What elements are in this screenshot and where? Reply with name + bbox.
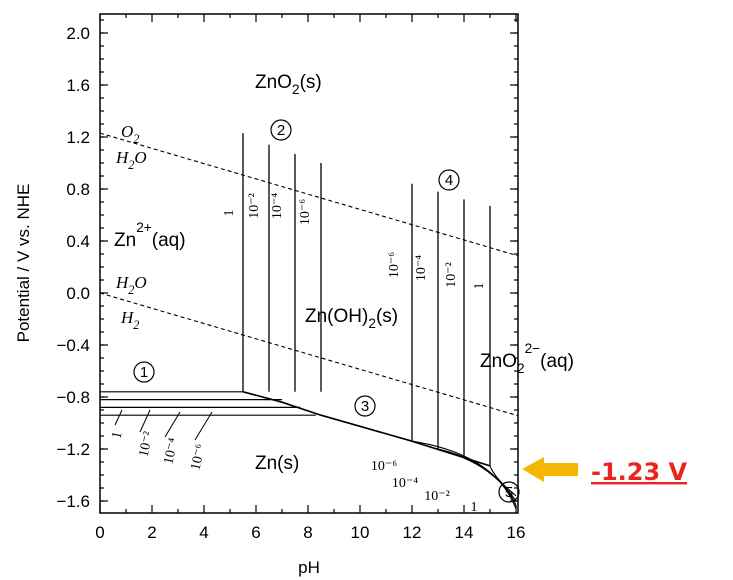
y-tick-label: 2.0 — [66, 24, 90, 43]
zn-conc-label: 10⁻² — [137, 430, 157, 458]
zn2-conc-label: 10⁻² — [247, 193, 262, 219]
y-tick-label: 1.6 — [66, 76, 90, 95]
y-tick-label: 0.4 — [66, 232, 90, 251]
region-zno2-s-part: ZnO — [255, 72, 292, 93]
zno2-reduction-line-2 — [463, 457, 517, 502]
zn-conc-label: 10⁻⁴ — [162, 437, 182, 466]
boundary-lines — [99, 132, 519, 509]
zno2-reduction-label: 10⁻⁴ — [392, 476, 418, 491]
callout-arrow — [522, 457, 578, 482]
water-line-2 — [99, 292, 519, 417]
h2o-lower-label-part: O — [134, 273, 146, 292]
plot-frame — [99, 13, 519, 514]
h2o-upper-label: H2O — [115, 148, 147, 172]
y-tick-label: −1.2 — [56, 440, 90, 459]
zno2-conc-label: 1 — [472, 283, 487, 290]
y-axis-label: Potential / V vs. NHE — [14, 184, 33, 343]
zno2-conc-label: 10⁻⁶ — [387, 252, 402, 278]
h2o-lower-label-part: H — [115, 273, 130, 292]
y-tick-label: −1.6 — [56, 492, 90, 511]
labels: 0 2 4 6 8 10 12 14 162.01.61.20.80.40.0−0.4−0.8−… — [56, 24, 574, 542]
callout-label: -1.23 V — [591, 458, 688, 486]
h2o-lower-label: H2O — [115, 273, 147, 297]
region-zno2-2minus-part: 2 — [517, 361, 525, 376]
x-tick-label: 12 — [403, 523, 422, 542]
y-tick-label: 1.2 — [66, 128, 90, 147]
zno2-reduction-line-3 — [489, 465, 517, 497]
region-zno2-2minus-part: ZnO — [480, 351, 517, 372]
region-zn-s: Zn(s) — [255, 453, 299, 474]
zn2-conc-label: 10⁻⁴ — [270, 193, 285, 219]
h2-label-part: H — [120, 308, 135, 327]
h2o-upper-label-part: 2 — [128, 158, 134, 172]
zno2-conc-label: 10⁻² — [444, 262, 459, 288]
y-tick-label: 0.0 — [66, 284, 90, 303]
zn-conc-label: 1 — [110, 430, 126, 440]
y-tick-label: 0.8 — [66, 180, 90, 199]
region-zno2-2minus: ZnO22−(aq) — [480, 341, 574, 376]
x-tick-label: 4 — [199, 523, 208, 542]
zno2-reduction-line-1 — [437, 448, 517, 506]
x-tick-label: 6 — [251, 523, 260, 542]
water-line-1 — [99, 132, 519, 257]
region-zn-oh-2-part: 2 — [368, 316, 376, 331]
zn-conc-leader-3 — [194, 411, 213, 441]
region-zn2-aq: Zn2+(aq) — [114, 220, 186, 251]
y-tick-label: −0.4 — [56, 336, 90, 355]
zn2-conc-label: 10⁻⁶ — [298, 199, 313, 225]
x-tick-label: 14 — [455, 523, 474, 542]
region-zno2-2minus-part: 2− — [525, 341, 541, 356]
zno2-reduction-label: 1 — [471, 500, 478, 515]
region-zn-oh-2-part: (s) — [376, 306, 398, 327]
h2-label-part: 2 — [133, 318, 139, 332]
x-tick-label: 2 — [147, 523, 156, 542]
circled-label-5-num: 5 — [505, 484, 513, 501]
x-tick-label: 16 — [507, 523, 526, 542]
x-tick-label: 0 — [95, 523, 104, 542]
x-tick-label: 10 — [351, 523, 370, 542]
zn-conc-label: 10⁻⁶ — [189, 443, 209, 472]
circled-label-1-num: 1 — [140, 364, 148, 381]
o2-label-part: 2 — [133, 132, 139, 146]
circled-label-5 — [498, 481, 520, 503]
x-tick-label: 8 — [303, 523, 312, 542]
region-zno2-2minus-part: (aq) — [540, 351, 574, 372]
zno2-reduction-label: 10⁻⁶ — [371, 459, 397, 474]
region-zno2-s-part: 2 — [292, 82, 300, 97]
h2-label: H2 — [120, 308, 139, 332]
zno2-reduction-label: 10⁻² — [424, 489, 450, 504]
region-zn2-aq-part: 2+ — [136, 220, 152, 235]
h2o-upper-label-part: O — [134, 148, 146, 167]
region-zn-oh-2: Zn(OH)2(s) — [305, 306, 398, 331]
o2-label: O2 — [121, 122, 139, 146]
region-zn-s-part: Zn(s) — [255, 453, 299, 474]
arrow-icon — [522, 457, 578, 482]
o2-label-part: O — [121, 122, 133, 141]
zn2-conc-label: 1 — [222, 210, 237, 217]
region-zno2-s: ZnO2(s) — [255, 72, 322, 97]
circled-label-3-num: 3 — [361, 398, 369, 415]
y-tick-label: −0.8 — [56, 388, 90, 407]
circled-label-4 — [438, 169, 460, 191]
circled-label-1 — [133, 361, 155, 383]
region-zn2-aq-part: Zn — [114, 230, 136, 251]
h2o-upper-label-part: H — [115, 148, 130, 167]
zn-conc-leader-2 — [164, 411, 181, 438]
circled-label-2-num: 2 — [277, 122, 285, 139]
h2o-lower-label-part: 2 — [128, 283, 134, 297]
zn-conc-leader-1 — [139, 409, 151, 433]
circled-label-3 — [354, 395, 376, 417]
region-zno2-s-part: (s) — [300, 72, 322, 93]
region-zn2-aq-part: (aq) — [152, 230, 186, 251]
region-zn-oh-2-part: Zn(OH) — [305, 306, 368, 327]
circled-label-2 — [270, 119, 292, 141]
zn-conc-leader-0 — [114, 409, 123, 426]
circled-label-4-num: 4 — [445, 172, 453, 189]
x-axis-label: pH — [298, 558, 320, 577]
zno2-conc-label: 10⁻⁴ — [414, 255, 429, 281]
